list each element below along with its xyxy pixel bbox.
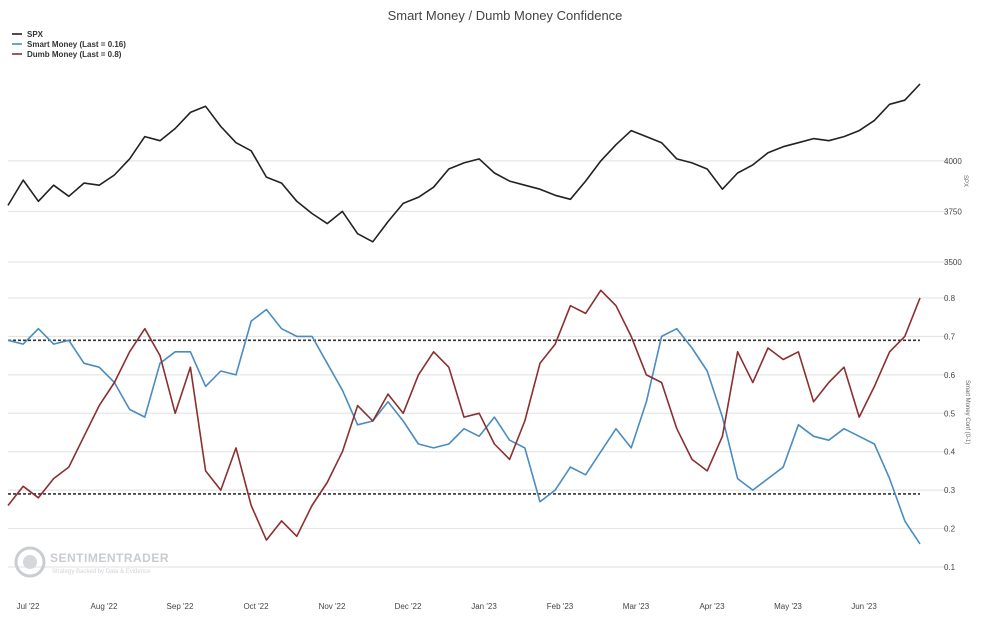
reference-lines (8, 339, 920, 495)
y-tick-confidence: 0.6 (944, 371, 956, 380)
series (7, 83, 921, 545)
y-tick-confidence: 0.2 (944, 525, 956, 534)
series-line-smart-money (7, 308, 921, 545)
legend-entry: Smart Money (Last = 0.16) (27, 40, 126, 49)
y-tick-labels: 4000 3750 3500 0.8 0.7 0.6 0.5 0.4 0.3 0.2 0.1 (944, 157, 962, 572)
watermark: SENTIMENTRADER Strategy Backed by Data &… (14, 546, 169, 578)
grid (8, 160, 948, 568)
x-tick-label: May '23 (774, 602, 802, 611)
watermark-name: SENTIMENTRADER (50, 551, 169, 565)
y-tick-confidence: 0.8 (944, 294, 956, 303)
x-tick-label: Jul '22 (17, 602, 40, 611)
x-tick-label: Oct '22 (243, 602, 269, 611)
y-axis-label-confidence: Smart Money Conf (0-1) (964, 380, 970, 444)
y-tick-confidence: 0.3 (944, 486, 956, 495)
legend-entry: SPX (27, 30, 44, 39)
legend-entry: Dumb Money (Last = 0.8) (27, 50, 122, 59)
chart-title: Smart Money / Dumb Money Confidence (388, 8, 623, 23)
x-tick-label: Jan '23 (471, 602, 497, 611)
x-tick-label: Mar '23 (623, 602, 650, 611)
x-tick-labels: Jul '22 Aug '22 Sep '22 Oct '22 Nov '22 Dec '… (17, 602, 878, 611)
watermark-tagline: Strategy Backed by Data & Evidence (52, 569, 151, 575)
y-tick-confidence: 0.4 (944, 448, 956, 457)
x-tick-label: Dec '22 (395, 602, 422, 611)
x-tick-label: Sep '22 (167, 602, 194, 611)
x-tick-label: Jun '23 (851, 602, 877, 611)
y-tick-price: 3500 (944, 258, 962, 267)
series-line-spx (7, 83, 921, 243)
series-line-dumb-money (7, 289, 921, 541)
x-tick-label: Nov '22 (319, 602, 346, 611)
y-tick-price: 4000 (944, 157, 962, 166)
y-tick-confidence: 0.1 (944, 563, 956, 572)
y-axis-label-price: SPX (962, 175, 968, 187)
x-tick-label: Apr '23 (699, 602, 725, 611)
x-tick-label: Feb '23 (547, 602, 574, 611)
x-tick-label: Aug '22 (91, 602, 118, 611)
y-tick-confidence: 0.7 (944, 332, 956, 341)
y-tick-confidence: 0.5 (944, 409, 956, 418)
y-tick-price: 3750 (944, 207, 962, 216)
sentimentrader-logo-icon (14, 546, 46, 578)
